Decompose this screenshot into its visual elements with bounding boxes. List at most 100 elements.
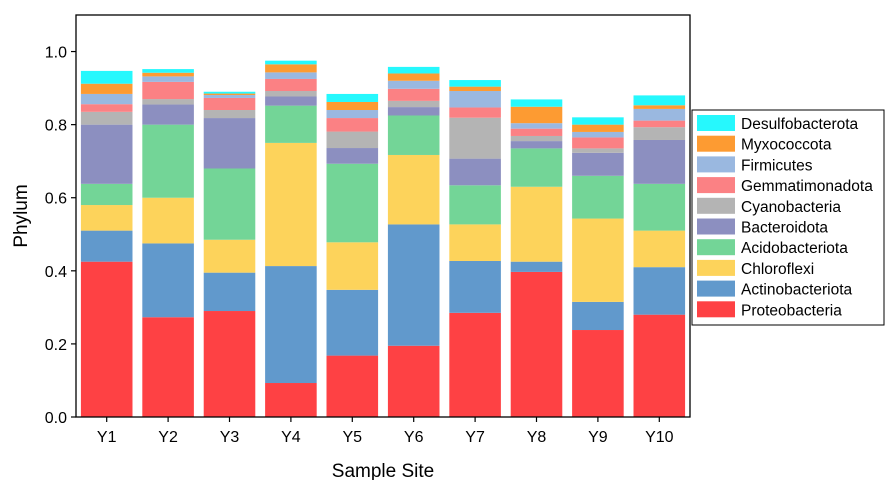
bar-segment-y9-cyanobacteria [572,148,624,153]
bar-segment-y7-proteobacteria [449,312,501,417]
legend-label-firmicutes: Firmicutes [741,157,813,174]
bar-segment-y5-acidobacteriota [326,163,379,243]
bar-segment-y1-bacteroidota [80,124,133,184]
bar-segment-y3-firmicutes [203,95,256,98]
bar-segment-y7-gemmatimonadota [449,107,501,118]
bar-segment-y9-proteobacteria [572,330,624,417]
legend-swatch-gemmatimonadota [697,177,735,194]
x-tick-label: Y9 [588,429,608,446]
bar-segment-y2-gemmatimonadota [142,81,194,100]
y-axis-label: Phylum [11,184,32,247]
legend-label-proteobacteria: Proteobacteria [741,302,842,319]
bar-segment-y10-acidobacteriota [633,183,686,231]
legend-label-bacteroidota: Bacteroidota [741,220,828,237]
bar-segment-y3-chloroflexi [203,239,256,273]
bar-segment-y1-chloroflexi [80,205,133,231]
bar-segment-y7-myxococcota [449,86,501,92]
bar-segment-y3-cyanobacteria [203,110,256,119]
bar-segment-y5-actinobacteriota [326,289,379,356]
bar-segment-y2-desulfobacterota [142,69,194,73]
bar-segment-y5-cyanobacteria [326,131,379,149]
bar-segment-y3-bacteroidota [203,118,256,169]
bar-segment-y6-cyanobacteria [387,100,440,108]
bar-segment-y6-desulfobacterota [387,66,440,74]
bar-segment-y8-acidobacteriota [510,148,563,187]
x-tick-label: Y7 [465,429,485,446]
bar-segment-y5-desulfobacterota [326,93,379,102]
bar-segment-y9-firmicutes [572,131,624,138]
bar-segment-y7-firmicutes [449,91,501,108]
bar-segment-y4-desulfobacterota [265,60,317,65]
bar-segment-y3-myxococcota [203,93,256,96]
bar-segment-y6-bacteroidota [387,107,440,116]
bar-segment-y9-desulfobacterota [572,117,624,125]
bar-segment-y9-bacteroidota [572,152,624,176]
bar-segment-y7-bacteroidota [449,158,501,186]
x-tick-label: Y8 [527,429,547,446]
bar-segment-y6-chloroflexi [387,154,440,225]
bar-segment-y10-desulfobacterota [633,95,686,106]
bar-segment-y3-gemmatimonadota [203,97,256,111]
bar-segment-y5-bacteroidota [326,148,379,164]
bar-segment-y2-actinobacteriota [142,243,194,318]
bar-segment-y10-cyanobacteria [633,127,686,140]
bar-segment-y9-chloroflexi [572,218,624,302]
bar-segment-y9-gemmatimonadota [572,137,624,149]
legend-swatch-desulfobacterota [697,115,735,131]
x-tick-label: Y5 [343,429,363,446]
bar-segment-y10-chloroflexi [633,230,686,268]
legend-swatch-chloroflexi [697,259,735,276]
x-tick-label: Y4 [281,429,301,446]
legend-label-actinobacteriota: Actinobacteriota [741,282,853,299]
y-tick-label: 0.2 [45,337,67,354]
y-axis: 0.0 0.2 0.4 0.6 0.8 1.0 [45,45,76,427]
bar-segment-y4-myxococcota [265,64,317,73]
legend-swatch-proteobacteria [697,301,735,318]
bar-segment-y2-chloroflexi [142,197,194,244]
y-tick-label: 0.0 [45,410,67,427]
bar-segment-y6-actinobacteriota [387,224,440,346]
bar-segment-y10-bacteroidota [633,139,686,184]
bar-segment-y2-firmicutes [142,76,194,82]
bar-segment-y4-firmicutes [265,72,317,79]
legend-swatch-cyanobacteria [697,197,735,214]
x-tick-label: Y3 [220,429,240,446]
y-tick-label: 0.4 [45,264,67,281]
y-tick-label: 0.6 [45,191,67,208]
bar-segment-y4-chloroflexi [265,142,317,267]
bar-segment-y2-proteobacteria [142,317,194,417]
bar-segment-y1-proteobacteria [80,261,133,417]
bar-segment-y3-acidobacteriota [203,168,256,240]
bar-segment-y1-myxococcota [80,83,133,94]
bar-segment-y2-cyanobacteria [142,99,194,105]
bar-segment-y10-gemmatimonadota [633,120,686,128]
bar-segment-y7-actinobacteriota [449,260,501,313]
bar-segment-y6-myxococcota [387,73,440,81]
bar-segment-y4-gemmatimonadota [265,78,317,92]
x-tick-label: Y6 [404,429,424,446]
bar-segment-y10-actinobacteriota [633,267,686,315]
bar-segment-y10-myxococcota [633,105,686,109]
bar-segment-y8-proteobacteria [510,271,563,417]
legend-label-acidobacteriota: Acidobacteriota [741,240,848,257]
bar-segment-y4-actinobacteriota [265,266,317,384]
bar-segment-y6-proteobacteria [387,345,440,417]
bar-segment-y2-acidobacteriota [142,124,194,198]
bar-segment-y2-myxococcota [142,72,194,77]
legend-swatch-myxococcota [697,135,735,152]
bar-segment-y9-acidobacteriota [572,175,624,219]
legend-swatch-acidobacteriota [697,239,735,256]
bar-segment-y1-cyanobacteria [80,111,133,125]
bar-segment-y10-firmicutes [633,108,686,121]
legend-swatch-bacteroidota [697,218,735,235]
legend-label-myxococcota: Myxococcota [741,137,832,154]
x-tick-label: Y1 [97,429,117,446]
bar-segment-y1-gemmatimonadota [80,104,133,112]
bar-segment-y7-cyanobacteria [449,117,501,159]
bar-segment-y7-desulfobacterota [449,80,501,87]
x-axis-label: Sample Site [332,461,434,480]
legend: Desulfobacterota Myxococcota Firmicutes Gem… [691,109,885,326]
bar-segment-y8-cyanobacteria [510,135,563,142]
bar-segment-y7-chloroflexi [449,224,501,261]
